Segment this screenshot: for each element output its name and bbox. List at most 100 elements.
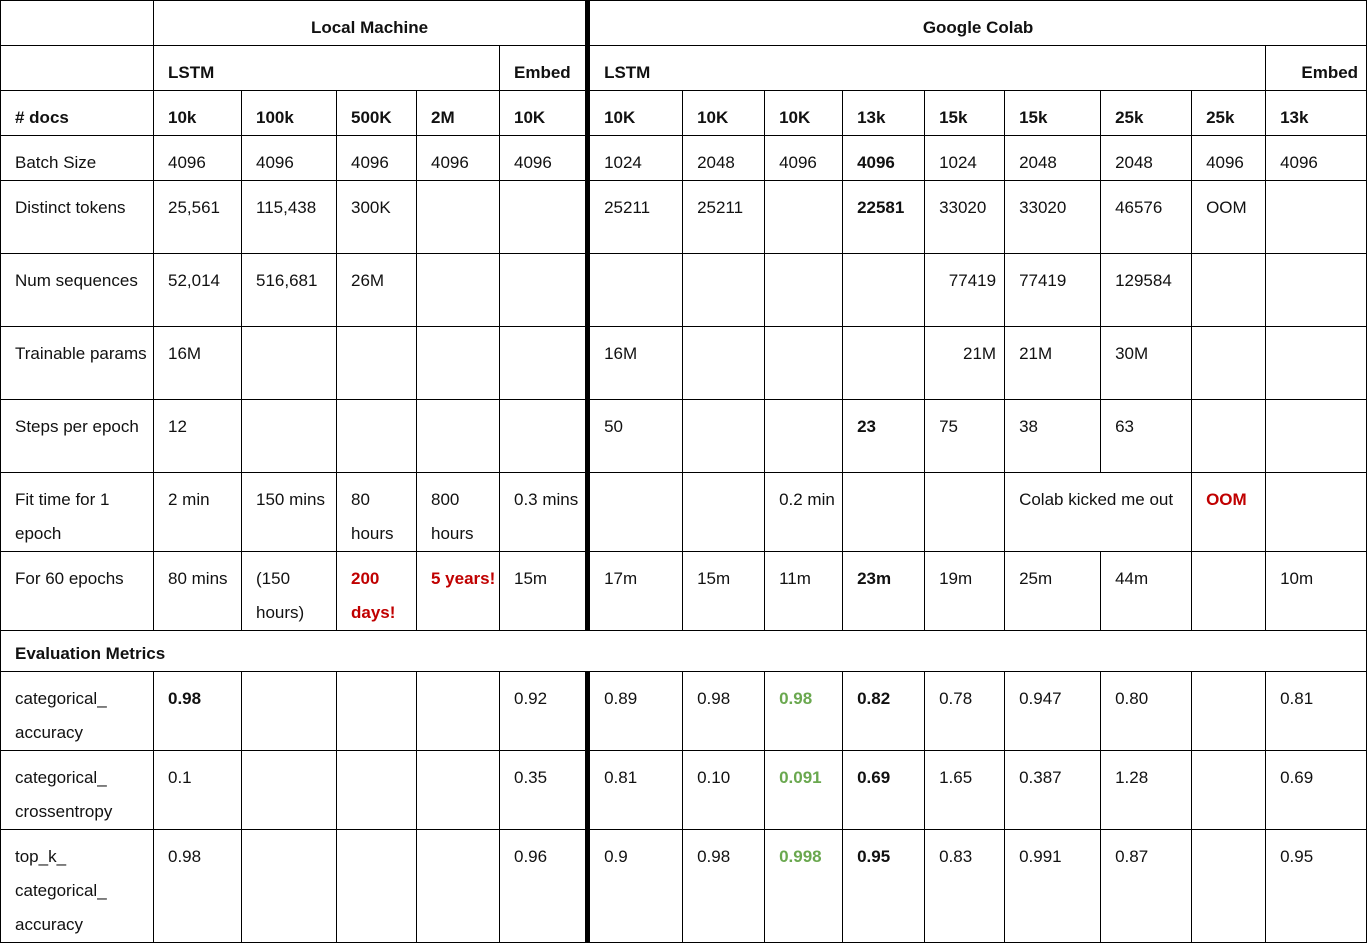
cell: 25211 [585, 180, 684, 254]
row-steps-per-epoch: Steps per epoch 12 50 23 75 38 63 [0, 399, 1368, 473]
cell: 23 [842, 399, 926, 473]
model-header-colab-embed: Embed [1265, 45, 1368, 91]
cell: 0.10 [682, 750, 766, 830]
cell: 44m [1100, 551, 1193, 631]
cell: 0.98 [764, 671, 844, 751]
section-heading: Evaluation Metrics [0, 630, 1368, 672]
cell: 16M [585, 326, 684, 400]
cell: 115,438 [241, 180, 337, 254]
row-60-epochs: For 60 epochs 80 mins (150 hours) 200 da… [0, 551, 1368, 631]
cell: OOM [1191, 472, 1267, 552]
cell: 0.95 [1265, 829, 1368, 943]
cell: 25,561 [153, 180, 242, 254]
cell: 23m [842, 551, 926, 631]
group-header-local: Local Machine [152, 0, 589, 46]
cell: 15m [498, 551, 589, 631]
cell: 0.98 [682, 829, 766, 943]
cell: 2048 [1100, 135, 1193, 181]
cell: 4096 [416, 135, 500, 181]
cell [1191, 671, 1267, 751]
cell [682, 326, 766, 400]
cell: 800 hours [416, 472, 500, 552]
cell [682, 399, 766, 473]
row-label: Trainable params [0, 326, 154, 400]
row-top-k-accuracy: top_k_ categorical_ accuracy 0.98 0.96 0… [0, 829, 1368, 943]
cell: 4096 [842, 135, 926, 181]
cell [416, 829, 500, 943]
cell [416, 326, 500, 400]
cell [924, 472, 1006, 552]
cell [1265, 472, 1368, 552]
cell: 0.81 [585, 750, 684, 830]
cell: 0.98 [682, 671, 766, 751]
cell [585, 472, 684, 552]
row-label: Num sequences [0, 253, 154, 327]
cell: 4096 [498, 135, 589, 181]
cell: 80 hours [336, 472, 417, 552]
cell: 1024 [924, 135, 1006, 181]
row-label: categorical_ crossentropy [0, 750, 154, 830]
cell: 0.3 mins [498, 472, 589, 552]
cell: 4096 [1265, 135, 1368, 181]
row-batch-size: Batch Size 4096 4096 4096 4096 4096 1024… [0, 135, 1368, 181]
cell [764, 253, 844, 327]
cell: OOM [1191, 180, 1267, 254]
cell: 4096 [1191, 135, 1267, 181]
cell [1191, 551, 1267, 631]
cell: 30M [1100, 326, 1193, 400]
cell: 2 min [153, 472, 242, 552]
cell: 300K [336, 180, 417, 254]
cell: 15k [924, 90, 1006, 136]
cell: 25m [1004, 551, 1102, 631]
cell: 0.69 [1265, 750, 1368, 830]
cell [842, 253, 926, 327]
cell: 25k [1191, 90, 1267, 136]
cell: 10K [585, 90, 684, 136]
cell: 1024 [585, 135, 684, 181]
cell [416, 750, 500, 830]
cell: 500K [336, 90, 417, 136]
cell: 10k [153, 90, 242, 136]
cell: 4096 [336, 135, 417, 181]
cell: 50 [585, 399, 684, 473]
cell [241, 399, 337, 473]
cell: 0.87 [1100, 829, 1193, 943]
cell: 15k [1004, 90, 1102, 136]
cell: 25211 [682, 180, 766, 254]
cell: 22581 [842, 180, 926, 254]
row-label: categorical_ accuracy [0, 671, 154, 751]
cell [498, 180, 589, 254]
cell: 10K [682, 90, 766, 136]
cell: 0.95 [842, 829, 926, 943]
cell [682, 253, 766, 327]
cell [1191, 253, 1267, 327]
cell [1265, 180, 1368, 254]
cell: 25k [1100, 90, 1193, 136]
row-label: Fit time for 1 epoch [0, 472, 154, 552]
cell [585, 253, 684, 327]
cell: 0.9 [585, 829, 684, 943]
cell: 10K [498, 90, 589, 136]
cell [1265, 253, 1368, 327]
cell: 0.83 [924, 829, 1006, 943]
row-num-sequences: Num sequences 52,014 516,681 26M 77419 7… [0, 253, 1368, 327]
cell [842, 472, 926, 552]
model-header-blank [0, 45, 154, 91]
cell [336, 671, 417, 751]
cell: Colab kicked me out [1004, 472, 1193, 552]
cell [336, 326, 417, 400]
cell [241, 671, 337, 751]
cell: 33020 [1004, 180, 1102, 254]
cell: 2M [416, 90, 500, 136]
cell: 38 [1004, 399, 1102, 473]
cell: 100k [241, 90, 337, 136]
cell: (150 hours) [241, 551, 337, 631]
cell [842, 326, 926, 400]
cell: 52,014 [153, 253, 242, 327]
row-docs: # docs 10k 100k 500K 2M 10K 10K 10K 10K … [0, 90, 1368, 136]
cell: 0.92 [498, 671, 589, 751]
cell: 2048 [1004, 135, 1102, 181]
row-section-evaluation: Evaluation Metrics [0, 630, 1368, 672]
cell [1191, 399, 1267, 473]
